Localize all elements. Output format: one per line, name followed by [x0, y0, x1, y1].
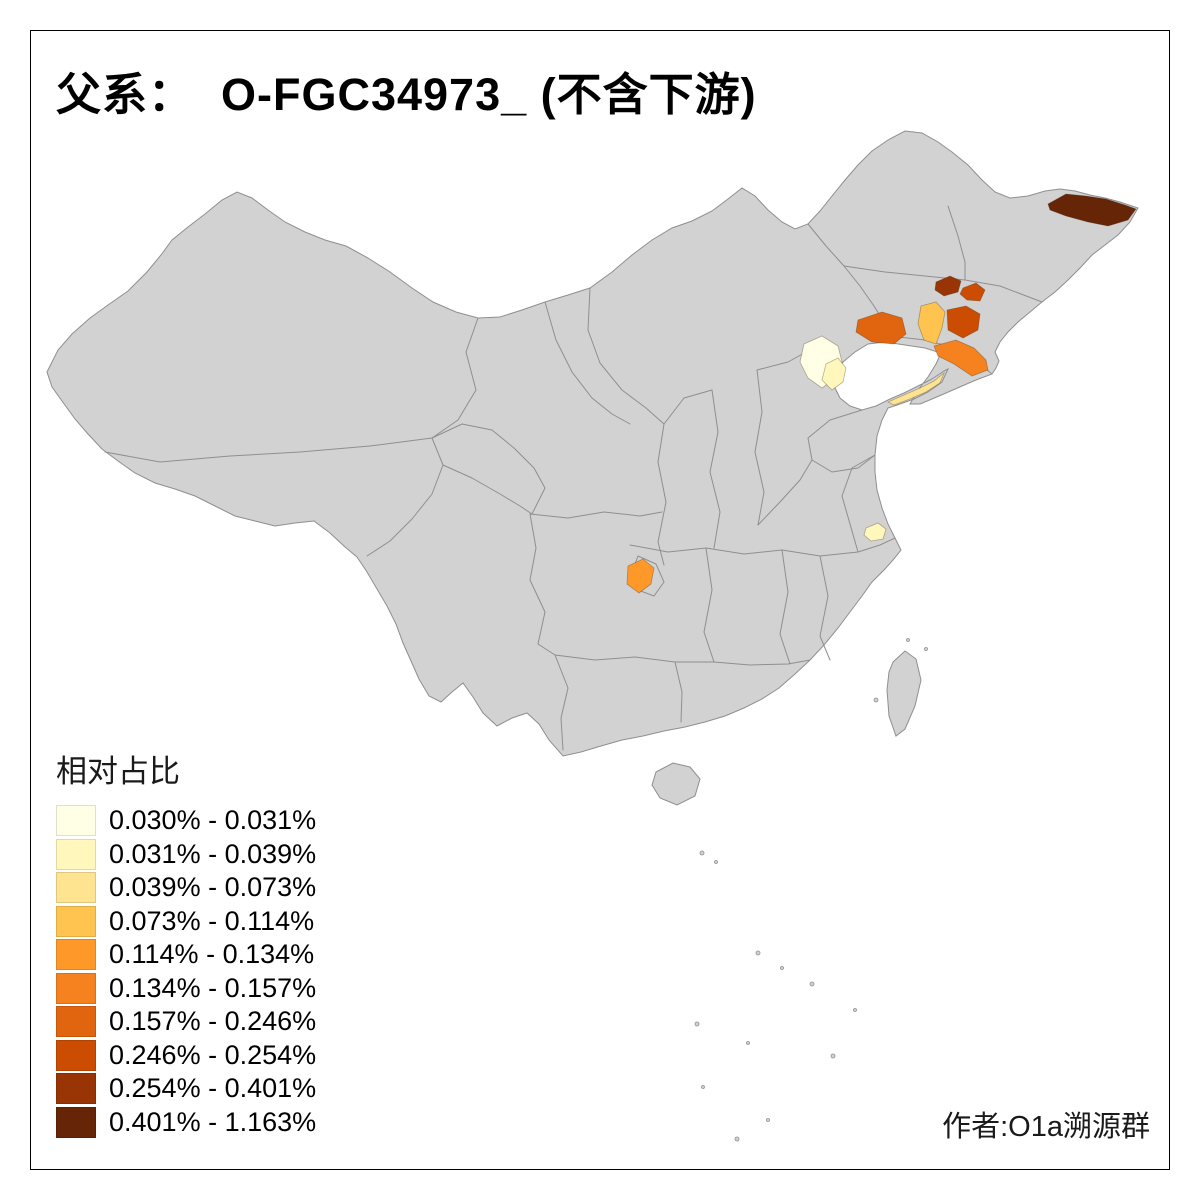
map-title: 父系： O-FGC34973_ (不含下游) [56, 69, 757, 120]
region-northeast-lower-east [933, 339, 989, 377]
province-border-line [779, 549, 791, 665]
province-border-line [431, 317, 479, 439]
legend-swatch [56, 972, 96, 1004]
legend-label: 0.401% - 1.163% [109, 1106, 317, 1137]
province-border-line [587, 287, 665, 425]
legend-label: 0.134% - 0.157% [109, 972, 317, 1003]
province-border-line [757, 459, 813, 526]
legend-label: 0.030% - 0.031% [109, 805, 317, 836]
province-border-line [529, 511, 663, 519]
legend-label: 0.039% - 0.073% [109, 872, 317, 903]
legend-label: 0.157% - 0.246% [109, 1006, 317, 1037]
province-border-line [819, 555, 831, 661]
province-border-line [754, 369, 765, 526]
province-border-line [657, 423, 667, 566]
province-border-line [756, 351, 807, 371]
province-border-line [554, 654, 811, 666]
province-border-line [366, 437, 444, 557]
islet [714, 860, 718, 864]
region-far-northeast [1047, 193, 1137, 227]
islet [701, 1085, 705, 1089]
region-northeast-upper-a [934, 275, 962, 297]
hainan-island [651, 762, 701, 806]
islet [699, 850, 705, 856]
legend-title: 相对占比 [56, 754, 180, 789]
legend-label: 0.246% - 0.254% [109, 1039, 317, 1070]
legend-label: 0.073% - 0.114% [109, 905, 315, 936]
islet [755, 950, 761, 956]
islet [734, 1136, 740, 1142]
province-borders [104, 205, 1043, 751]
legend-swatch [56, 939, 96, 971]
legend-row: 0.401% - 1.163% [56, 1106, 316, 1140]
islet [780, 966, 784, 970]
south-sea-islets [694, 638, 928, 1142]
province-border-line [947, 205, 966, 281]
region-southwest-basin-spot [626, 558, 655, 594]
province-border-line [554, 654, 569, 751]
province-border-line [104, 437, 433, 463]
legend-label: 0.031% - 0.039% [109, 838, 317, 869]
legend: 相对占比 0.030% - 0.031% 0.031% - 0.039% 0.0… [56, 746, 316, 1139]
islet [873, 697, 879, 703]
legend-swatch [56, 1039, 96, 1071]
legend-row: 0.157% - 0.246% [56, 1005, 316, 1039]
legend-row: 0.039% - 0.073% [56, 871, 316, 905]
mainland-outline [46, 130, 1139, 757]
legend-swatch [56, 838, 96, 870]
province-border-line [431, 423, 546, 515]
legend-row: 0.254% - 0.401% [56, 1072, 316, 1106]
legend-swatch [56, 872, 96, 904]
islet [694, 1021, 700, 1027]
legend-swatch [56, 1073, 96, 1105]
region-northeast-mid-west [917, 301, 946, 345]
province-border-line [709, 389, 721, 549]
province-border-line [843, 265, 1043, 303]
islet [830, 1053, 836, 1059]
legend-label: 0.114% - 0.134% [109, 939, 315, 970]
legend-swatch [56, 905, 96, 937]
islet [746, 1041, 750, 1045]
province-border-line [703, 547, 715, 663]
islet [766, 1118, 770, 1122]
islet [906, 638, 910, 642]
taiwan-island [886, 650, 922, 737]
region-northeast-mid-east [946, 305, 981, 339]
legend-swatch [56, 1106, 96, 1138]
province-border-line [544, 301, 631, 425]
region-north-coastal-area [821, 357, 847, 391]
islet [853, 1008, 857, 1012]
legend-row: 0.114% - 0.134% [56, 938, 316, 972]
province-border-line [529, 513, 556, 656]
legend-row: 0.031% - 0.039% [56, 838, 316, 872]
highlighted-regions [626, 193, 1137, 594]
legend-row: 0.030% - 0.031% [56, 804, 316, 838]
province-border-line [442, 464, 533, 515]
region-east-coastal-spot [863, 522, 887, 542]
legend-swatch [56, 1006, 96, 1038]
islet [924, 647, 928, 651]
province-border-line [674, 661, 683, 723]
legend-row: 0.246% - 0.254% [56, 1039, 316, 1073]
legend-row: 0.073% - 0.114% [56, 905, 316, 939]
legend-label: 0.254% - 0.401% [109, 1073, 317, 1104]
legend-row: 0.134% - 0.157% [56, 972, 316, 1006]
region-east-peninsula [887, 371, 945, 406]
islet [809, 981, 815, 987]
region-northeast-upper-b [959, 282, 986, 302]
author-credit: 作者:O1a溯源群 [942, 1111, 1150, 1143]
region-northeast-lower-west [855, 311, 907, 345]
legend-swatch [56, 805, 96, 837]
province-border-line [663, 389, 713, 425]
province-border-line [841, 454, 876, 553]
